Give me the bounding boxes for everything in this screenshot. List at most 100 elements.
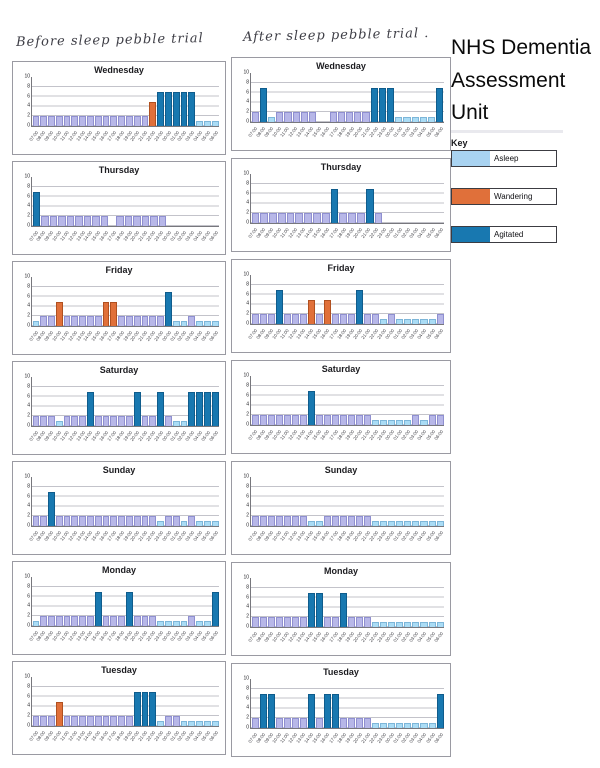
bar-08:00-asleep-purple [40,316,48,326]
bar-13:00-asleep-purple [304,213,313,223]
bar-13:00-asleep-purple [79,116,87,126]
bar-08:00-asleep-purple [259,415,267,425]
bar-01:00-asleep-blue [396,622,404,627]
bar-23:00-asleep-blue [380,319,388,324]
bar-03:00-asleep-blue [412,521,420,526]
bar-04:00-asleep-blue [420,723,428,728]
chart-before-saturday: Saturday 10 8 6 4 2 0 07:00 08:00 09:00 10:00 11:00… [12,361,226,455]
bar-23:00-asleep-blue [157,721,165,726]
y-axis-tick: 6 [246,695,249,702]
plot-area: 10 8 6 4 2 0 [243,676,444,730]
bar-07:00-asleep-purple [32,716,40,726]
bar-05:00-asleep-blue [428,319,436,324]
bar-01:00-asleep-blue [172,321,180,326]
y-axis-tick: 2 [246,512,249,519]
plot-area: 10 8 6 4 2 0 [24,274,219,328]
bar-03:00-agitated [188,91,196,126]
bar-01:00-asleep-blue [396,723,404,728]
bar-15:00-asleep-purple [100,216,109,226]
y-axis-tick: 8 [246,685,249,692]
bar-16:00-asleep-purple [323,516,331,526]
bar-21:00-asleep-purple [141,316,149,326]
bar-13:00-asleep-purple [79,616,87,626]
bars [32,677,219,726]
y-axis-tick: 6 [27,93,30,100]
y-axis-tick: 2 [27,612,30,619]
y-axis-tick: 10 [24,373,30,380]
bar-01:00-agitated [172,91,180,126]
bar-05:00-asleep-blue [428,521,436,526]
y-axis-tick: 0 [27,422,30,429]
y-axis-tick: 8 [246,584,249,591]
bar-15:00-asleep-purple [315,314,323,324]
y-axis-tick: 10 [24,473,30,480]
bar-12:00-asleep-purple [75,216,83,226]
bar-07:00-asleep-purple [251,617,259,627]
bar-20:00-agitated [365,188,374,223]
bar-20:00-asleep-purple [133,516,141,526]
bars [251,376,444,425]
bar-14:00-asleep-purple [92,216,100,226]
bar-16:00-asleep-purple [323,415,331,425]
bar-15:00-asleep-purple [94,516,102,526]
bar-00:00-agitated [165,91,172,126]
y-axis-tick: 0 [246,724,249,731]
bar-09:00-agitated [267,693,275,728]
x-axis-label-cell: 06:00 [433,225,444,250]
bar-20:00-asleep-purple [133,616,141,626]
bar-18:00-asleep-purple [340,516,348,526]
bar-21:00-asleep-purple [364,314,372,324]
bar-05:00-asleep-blue [204,121,211,126]
bar-18:00-asleep-purple [340,415,348,425]
bar-05:00-asleep-blue [204,721,211,726]
chart-title: Tuesday [101,665,137,675]
bar-23:00-agitated [157,391,165,426]
y-axis-tick: 2 [246,310,249,317]
bar-09:00-asleep-purple [48,716,55,726]
plot-area: 10 8 6 4 2 0 [243,70,444,124]
bar-16:00-asleep-purple [102,116,110,126]
plot-area: 10 8 6 4 2 0 [243,171,444,225]
y-axis-tick: 6 [27,293,30,300]
bar-06:00-agitated [211,391,219,426]
y-axis-tick: 10 [243,675,249,682]
chart-after-thursday: Thursday 10 8 6 4 2 0 07:00 08:00 09:00 10:00 11:00… [231,158,451,252]
y-axis-tick: 0 [246,421,249,428]
bar-23:00-agitated [378,87,386,122]
bar-09:00-agitated [48,491,55,526]
bars [251,174,444,223]
bar-18:00-asleep-purple [348,213,357,223]
bar-20:00-asleep-purple [133,316,141,326]
bar-05:00-asleep-blue [204,621,211,626]
y-axis-tick: 4 [246,199,249,206]
bar-12:00-asleep-purple [71,516,79,526]
x-axis-label-cell: 06:00 [433,326,444,351]
y-axis-tick: 4 [246,300,249,307]
y-axis-tick: 4 [27,202,30,209]
bar-05:00-asleep-blue [204,321,211,326]
y-axis-tick: 4 [246,401,249,408]
bar-14:00-asleep-purple [87,516,94,526]
bar-04:00-asleep-blue [420,622,428,627]
y-axis-tick: 0 [27,322,30,329]
chart-before-friday: Friday 10 8 6 4 2 0 07:00 08:00 09:00 10:00 11:00 12… [12,261,226,355]
bar-17:00-asleep-purple [110,416,118,426]
key-item-label: Wandering [494,192,533,201]
bar-07:00-asleep-purple [251,415,259,425]
bar-17:00-asleep-purple [339,213,348,223]
bar-08:00-agitated [259,87,267,122]
bar-20:00-agitated [133,691,141,726]
bar-09:00-asleep-purple [267,617,275,627]
bar-23:00-asleep-blue [157,521,165,526]
y-axis-tick: 2 [246,411,249,418]
bar-00:00-asleep-purple [165,516,172,526]
bar-08:00-asleep-purple [40,116,48,126]
bar-14:00-asleep-purple [313,213,321,223]
y-axis-tick: 0 [246,623,249,630]
bar-21:00-asleep-purple [141,116,149,126]
bar-23:00-asleep-purple [157,316,165,326]
bar-11:00-asleep-purple [63,416,71,426]
bar-07:00-asleep-purple [251,112,259,122]
bar-04:00-asleep-blue [420,319,428,324]
y-axis-tick: 6 [246,594,249,601]
